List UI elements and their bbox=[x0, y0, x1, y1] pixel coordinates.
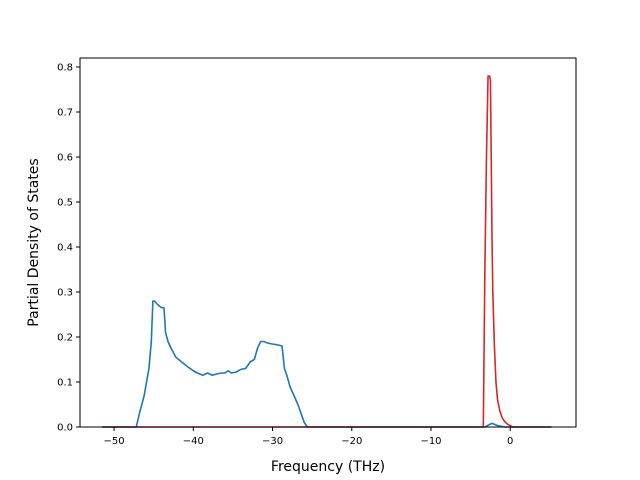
y-axis: 0.0 0.1 0.2 0.3 0.4 0.5 0.6 0.7 0.8 bbox=[57, 63, 80, 434]
y-tick-label: 0.4 bbox=[57, 243, 73, 254]
y-tick-label: 0.1 bbox=[57, 378, 73, 389]
x-tick-label: −30 bbox=[262, 436, 283, 447]
x-tick-label: −50 bbox=[104, 436, 125, 447]
series-layer bbox=[102, 75, 552, 428]
x-axis: −50 −40 −30 −20 −10 0 bbox=[104, 427, 513, 447]
plot-background bbox=[80, 58, 576, 427]
x-tick-label: −10 bbox=[420, 436, 441, 447]
series-line-1 bbox=[102, 75, 552, 428]
y-tick-label: 0.6 bbox=[57, 153, 73, 164]
x-tick-label: 0 bbox=[507, 436, 513, 447]
y-tick-label: 0.3 bbox=[57, 288, 73, 299]
x-tick-label: −20 bbox=[341, 436, 362, 447]
y-tick-label: 0.0 bbox=[57, 423, 73, 434]
y-tick-label: 0.2 bbox=[57, 333, 73, 344]
plot-area bbox=[80, 58, 576, 427]
x-axis-label: Frequency (THz) bbox=[271, 459, 385, 475]
x-tick-label: −40 bbox=[183, 436, 204, 447]
y-tick-label: 0.7 bbox=[57, 108, 73, 119]
axes-frame bbox=[79, 57, 577, 428]
y-tick-label: 0.8 bbox=[57, 63, 73, 74]
y-tick-label: 0.5 bbox=[57, 198, 73, 209]
y-axis-label: Partial Density of States bbox=[26, 158, 42, 326]
